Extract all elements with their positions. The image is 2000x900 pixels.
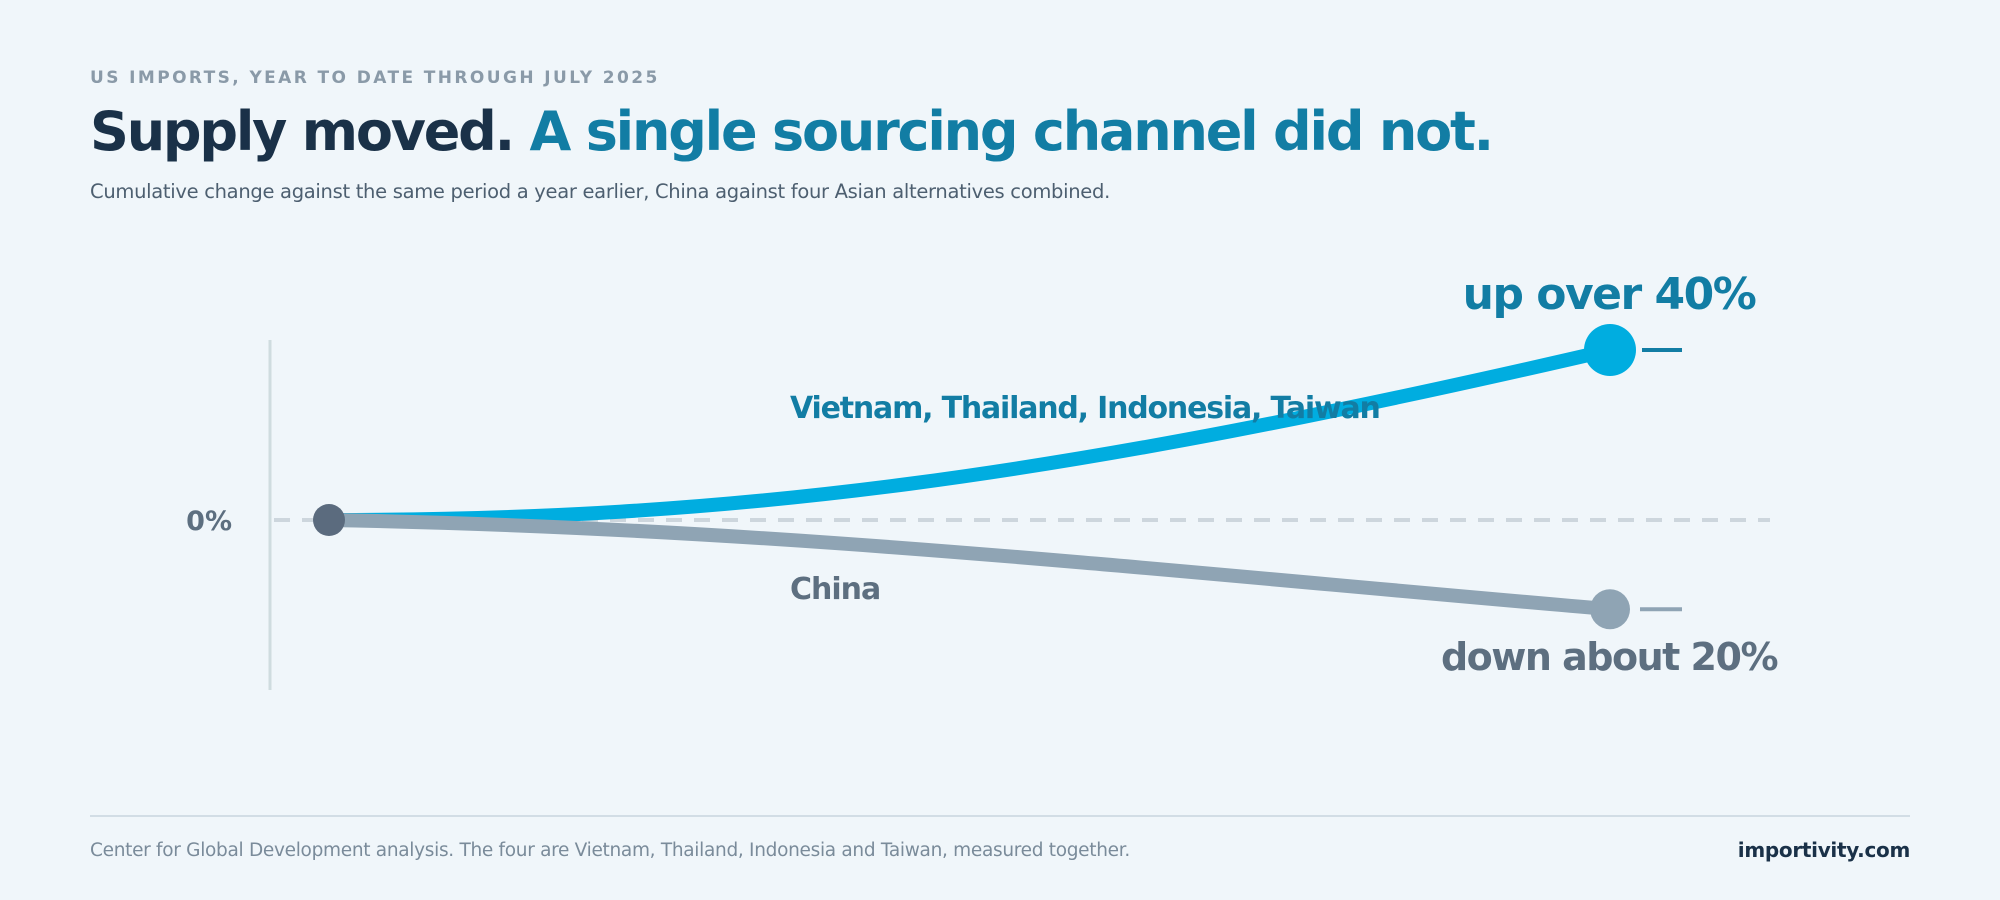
chart-kicker: US IMPORTS, YEAR TO DATE THROUGH JULY 20… xyxy=(90,68,660,88)
title-accent-part: A single sourcing channel did not. xyxy=(529,100,1495,163)
series-line-china xyxy=(322,513,1617,617)
end-label-china: down about 20% xyxy=(1441,635,1777,679)
end-label-asian-four: up over 40% xyxy=(1463,269,1756,320)
series-label-china: China xyxy=(790,572,880,607)
brand-link[interactable]: importivity.com xyxy=(1737,838,1911,862)
chart-title: Supply moved. A single sourcing channel … xyxy=(90,96,1495,168)
footer-divider xyxy=(90,815,1910,817)
chart-subtitle: Cumulative change against the same perio… xyxy=(90,180,1110,203)
end-marker-asian-four xyxy=(1584,324,1636,376)
title-dark-part: Supply moved. xyxy=(90,100,515,163)
series-line-asian-four xyxy=(322,343,1617,527)
source-note: Center for Global Development analysis. … xyxy=(90,840,1130,861)
start-marker xyxy=(313,504,345,536)
end-marker-china xyxy=(1590,589,1630,630)
series-label-asian-four: Vietnam, Thailand, Indonesia, Taiwan xyxy=(790,391,1380,426)
zero-baseline-label: 0% xyxy=(186,506,232,537)
